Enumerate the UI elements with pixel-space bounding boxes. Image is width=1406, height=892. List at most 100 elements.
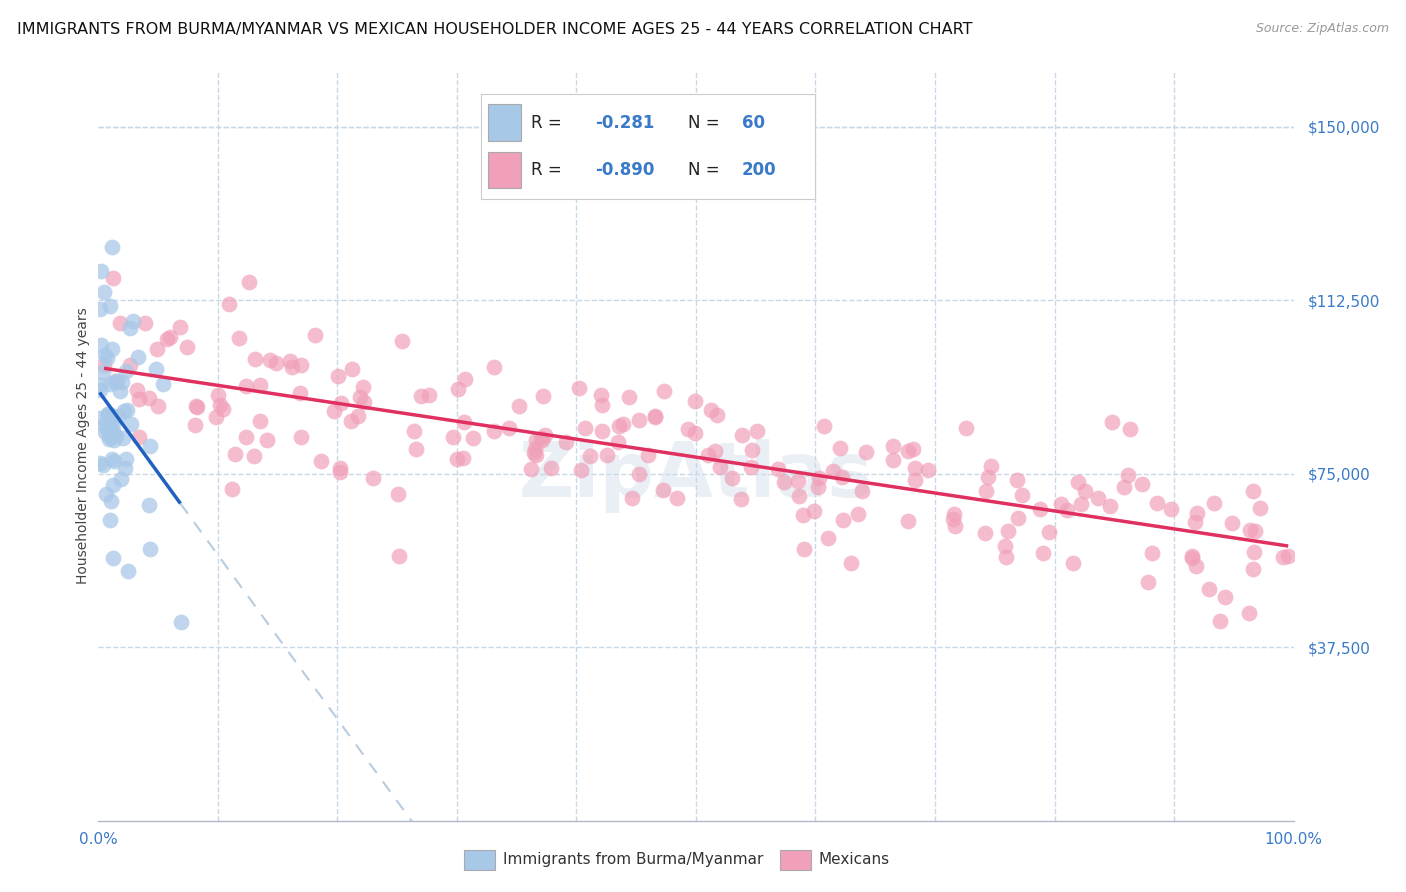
- Point: [100, 408, 122, 422]
- Point: [235, 378, 257, 392]
- Point: [139, 541, 162, 556]
- Point: [676, 422, 699, 436]
- Point: [1005, 473, 1028, 487]
- Point: [897, 514, 920, 528]
- Point: [589, 387, 612, 401]
- Point: [103, 551, 125, 566]
- Point: [91, 458, 114, 473]
- Point: [340, 414, 363, 428]
- Point: [111, 375, 134, 389]
- Point: [89, 383, 111, 397]
- Point: [620, 491, 643, 505]
- Point: [101, 271, 124, 285]
- Point: [1028, 502, 1050, 516]
- Text: Immigrants from Burma/Myanmar: Immigrants from Burma/Myanmar: [503, 853, 763, 867]
- Text: IMMIGRANTS FROM BURMA/MYANMAR VS MEXICAN HOUSEHOLDER INCOME AGES 25 - 44 YEARS C: IMMIGRANTS FROM BURMA/MYANMAR VS MEXICAN…: [17, 22, 973, 37]
- Point: [523, 442, 546, 456]
- Point: [830, 441, 852, 455]
- Point: [1101, 415, 1123, 429]
- Point: [703, 443, 725, 458]
- Point: [540, 460, 562, 475]
- Point: [666, 491, 689, 505]
- Point: [994, 539, 1017, 553]
- Point: [1067, 475, 1090, 490]
- Point: [184, 399, 207, 413]
- Point: [1239, 523, 1261, 537]
- Y-axis label: Householder Income Ages 25 - 44 years: Householder Income Ages 25 - 44 years: [76, 308, 90, 584]
- Point: [1038, 524, 1060, 539]
- Point: [159, 330, 181, 344]
- Point: [882, 452, 904, 467]
- Point: [101, 478, 124, 492]
- Point: [280, 360, 302, 375]
- Point: [807, 480, 830, 494]
- Point: [391, 334, 413, 349]
- Point: [211, 401, 233, 416]
- Point: [221, 482, 243, 496]
- Point: [94, 425, 117, 440]
- Point: [112, 403, 135, 417]
- Point: [138, 498, 160, 512]
- Point: [290, 358, 312, 372]
- Point: [329, 465, 352, 479]
- Point: [387, 487, 409, 501]
- Point: [1146, 496, 1168, 510]
- Point: [855, 445, 877, 459]
- Point: [96, 351, 118, 365]
- Point: [100, 240, 122, 254]
- Point: [249, 414, 271, 428]
- Point: [627, 467, 650, 481]
- Point: [245, 351, 267, 366]
- Point: [730, 492, 752, 507]
- Point: [418, 388, 440, 402]
- Point: [89, 410, 111, 425]
- Point: [108, 384, 131, 398]
- Point: [120, 358, 142, 372]
- Point: [1032, 546, 1054, 560]
- Point: [524, 433, 547, 447]
- Point: [118, 321, 141, 335]
- Point: [730, 428, 752, 442]
- Point: [766, 461, 789, 475]
- Point: [103, 425, 125, 440]
- Point: [100, 512, 122, 526]
- Point: [97, 407, 120, 421]
- Point: [740, 459, 762, 474]
- Point: [104, 376, 127, 390]
- Point: [1208, 615, 1230, 629]
- Text: Source: ZipAtlas.com: Source: ZipAtlas.com: [1256, 22, 1389, 36]
- Point: [98, 430, 121, 444]
- Point: [942, 512, 965, 526]
- Point: [498, 421, 520, 435]
- Point: [117, 403, 139, 417]
- Point: [1119, 422, 1142, 436]
- Point: [100, 494, 122, 508]
- Point: [447, 382, 470, 396]
- Point: [93, 285, 115, 300]
- Point: [105, 375, 128, 389]
- Point: [1213, 591, 1236, 605]
- Point: [554, 435, 576, 450]
- Point: [208, 398, 231, 412]
- Point: [1204, 496, 1226, 510]
- Point: [1007, 511, 1029, 525]
- Point: [110, 472, 132, 486]
- Point: [574, 420, 596, 434]
- Point: [1062, 556, 1084, 570]
- Point: [115, 451, 138, 466]
- Point: [903, 442, 925, 456]
- Point: [235, 429, 257, 443]
- Point: [89, 302, 111, 317]
- Point: [146, 342, 169, 356]
- Point: [578, 450, 600, 464]
- Point: [111, 432, 134, 446]
- Point: [1243, 545, 1265, 559]
- Point: [139, 439, 162, 453]
- Point: [323, 403, 346, 417]
- Point: [637, 448, 659, 462]
- Point: [101, 452, 124, 467]
- Point: [89, 456, 111, 470]
- Point: [454, 372, 477, 386]
- Point: [683, 426, 706, 441]
- Point: [652, 483, 675, 497]
